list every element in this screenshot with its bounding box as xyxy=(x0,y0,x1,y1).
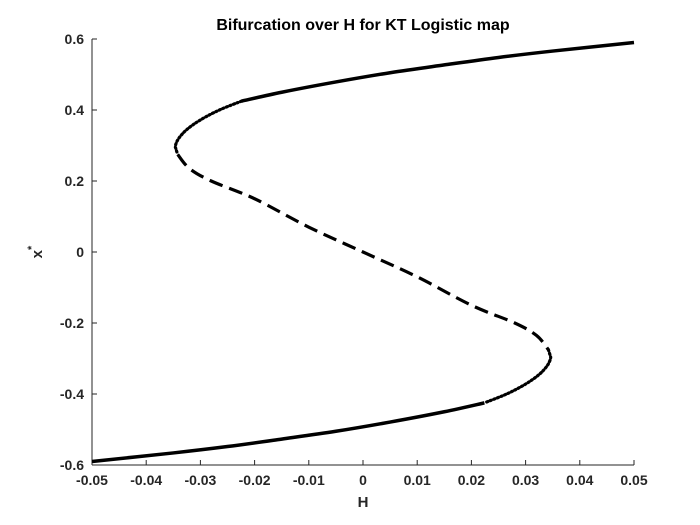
x-tick-label: -0.03 xyxy=(184,472,216,488)
y-tick-label: 0 xyxy=(76,244,84,260)
x-tick-label: 0.03 xyxy=(512,472,539,488)
x-tick-label: 0.01 xyxy=(404,472,431,488)
x-tick-label: -0.05 xyxy=(76,472,108,488)
y-tick-label: 0.6 xyxy=(65,31,85,47)
x-axis-label: H xyxy=(358,494,369,511)
chart-title: Bifurcation over H for KT Logistic map xyxy=(216,17,510,34)
series-line-dotted-4 xyxy=(482,348,553,405)
y-axis-label-base: x xyxy=(29,249,46,258)
series-line-solid-1 xyxy=(241,40,635,103)
x-ticks: -0.05 -0.04 -0.03 -0.02 -0.01 0 0.01 0.02 0.03 0.… xyxy=(76,460,648,488)
y-tick-label: 0.4 xyxy=(65,102,85,118)
y-tick-label: -0.6 xyxy=(60,457,84,473)
series-line-dotted-2 xyxy=(173,99,244,156)
series-line-dashed-3 xyxy=(176,153,550,351)
y-tick-label: -0.4 xyxy=(60,386,84,402)
x-tick-label: 0.02 xyxy=(458,472,485,488)
x-tick-label: -0.04 xyxy=(130,472,162,488)
y-tick-label: -0.2 xyxy=(60,315,84,331)
x-tick-label: -0.01 xyxy=(293,472,325,488)
series-layer xyxy=(91,40,635,464)
y-axis-label: x* xyxy=(26,245,46,258)
x-tick-label: 0.04 xyxy=(566,472,593,488)
y-tick-label: 0.2 xyxy=(65,173,85,189)
y-axis-label-superscript: * xyxy=(26,245,38,250)
y-ticks: -0.6 -0.4 -0.2 0 0.2 0.4 0.6 xyxy=(60,31,97,473)
y-axis-label-group: x* xyxy=(26,245,46,258)
series-line-solid-5 xyxy=(91,401,485,464)
x-tick-label: -0.02 xyxy=(239,472,271,488)
plot-area: -0.05 -0.04 -0.03 -0.02 -0.01 0 0.01 0.02 0.03 0.… xyxy=(60,31,648,488)
x-tick-label: 0.05 xyxy=(620,472,647,488)
x-tick-label: 0 xyxy=(359,472,367,488)
